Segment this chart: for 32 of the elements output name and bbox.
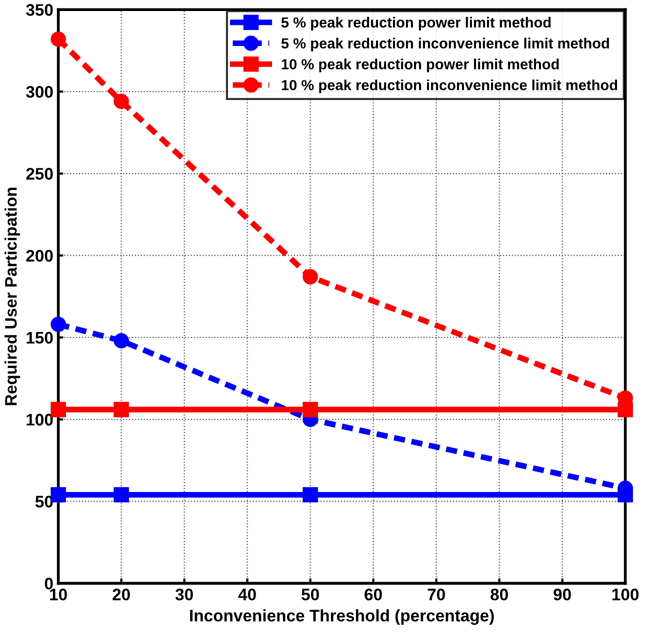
x-tick-label: 20 (112, 588, 130, 600)
point (114, 94, 129, 110)
point (114, 333, 129, 348)
legend-label: 5 % peak reduction power limit method (281, 16, 551, 30)
x-tick-label: 80 (490, 588, 508, 600)
x-tick-label: 50 (302, 588, 319, 600)
x-tick-label: 60 (364, 588, 382, 600)
point (302, 269, 318, 284)
x-axis-title: Inconvenience Threshold (percentage) (190, 609, 494, 625)
y-tick-label: 0 (44, 578, 53, 590)
y-tick-label: 350 (26, 4, 53, 16)
legend-label: 5 % peak reduction inconvenience limit method (281, 38, 609, 52)
point (302, 487, 318, 502)
point (50, 316, 66, 332)
point (302, 402, 318, 418)
y-tick-label: 200 (26, 250, 53, 262)
x-tick-label: 100 (612, 588, 639, 600)
legend-label: 10 % peak reduction power limit method (282, 58, 559, 72)
x-tick-label: 40 (238, 588, 256, 600)
y-tick-label: 300 (26, 86, 53, 98)
x-tick-label: 30 (175, 588, 193, 600)
legend-label: 10 % peak reduction inconvenience limit method (282, 80, 618, 94)
y-axis-title: Required User Participation (4, 188, 20, 406)
y-tick-label: 100 (26, 414, 53, 426)
x-tick-label: 90 (554, 588, 571, 600)
x-tick-label: 10 (50, 588, 67, 600)
point (114, 487, 129, 502)
y-tick-label: 250 (26, 168, 53, 180)
point (114, 402, 129, 418)
y-tick-label: 150 (26, 332, 53, 344)
point (50, 31, 66, 47)
x-tick-label: 70 (428, 588, 445, 600)
